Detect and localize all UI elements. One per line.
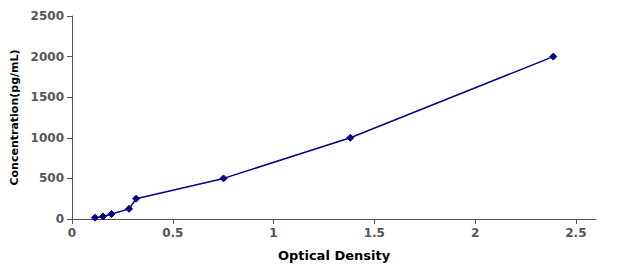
svg-text:1.5: 1.5 [364, 226, 385, 240]
svg-text:500: 500 [39, 171, 64, 185]
svg-text:2.5: 2.5 [565, 226, 586, 240]
svg-text:2: 2 [471, 226, 479, 240]
svg-text:0: 0 [68, 226, 76, 240]
svg-text:Optical Density: Optical Density [278, 248, 391, 263]
svg-text:1: 1 [269, 226, 277, 240]
svg-text:0.5: 0.5 [162, 226, 183, 240]
svg-text:Concentration(pg/mL): Concentration(pg/mL) [8, 49, 21, 185]
svg-text:2000: 2000 [31, 50, 64, 64]
svg-text:2500: 2500 [31, 9, 64, 23]
svg-text:1500: 1500 [31, 90, 64, 104]
svg-text:1000: 1000 [31, 131, 64, 145]
svg-text:0: 0 [56, 212, 64, 226]
